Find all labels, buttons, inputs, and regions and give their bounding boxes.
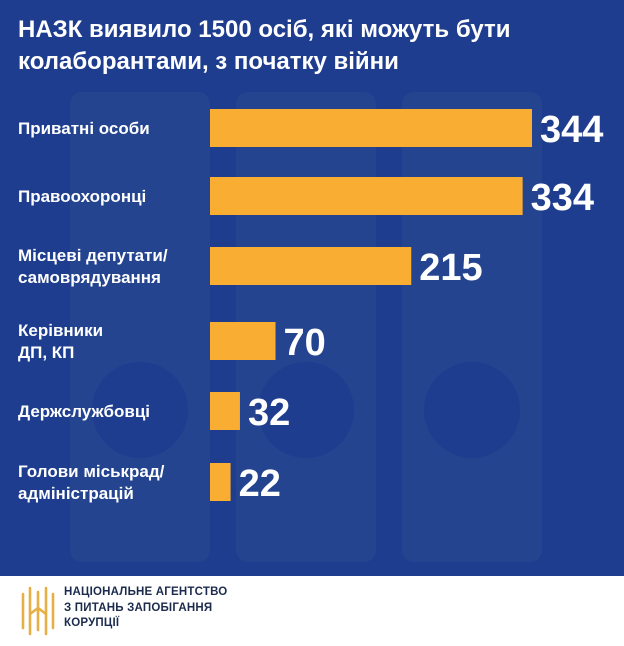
nazk-logo-icon — [21, 586, 55, 636]
category-label-4: Керівники ДП, КП — [18, 321, 103, 362]
chart-title: НАЗК виявило 1500 осіб, які можуть бути … — [18, 16, 511, 75]
category-label-6: Голови міськрад/адміністрацій — [18, 462, 165, 503]
value-label-4: 70 — [284, 322, 326, 364]
value-label-2: 334 — [531, 177, 594, 219]
bar-3 — [210, 247, 412, 285]
category-label-2-line-1: Правоохоронці — [18, 187, 146, 206]
category-label-6-line-2: адміністрацій — [18, 484, 134, 503]
value-label-5: 32 — [248, 392, 290, 434]
value-label-6: 22 — [239, 463, 281, 505]
category-label-5-line-1: Держслужбовці — [18, 402, 150, 421]
background-figure-1 — [70, 92, 210, 562]
background-head-1 — [92, 362, 188, 458]
category-label-3: Місцеві депутати/самоврядування — [18, 246, 168, 287]
background-head-2 — [258, 362, 354, 458]
category-label-1-line-1: Приватні особи — [18, 119, 150, 138]
bar-2 — [210, 177, 523, 215]
bar-4 — [210, 322, 276, 360]
organization-name: НАЦІОНАЛЬНЕ АГЕНТСТВО З ПИТАНЬ ЗАПОБІГАН… — [64, 586, 228, 629]
value-label-1: 344 — [540, 109, 603, 151]
value-label-3: 215 — [419, 247, 482, 289]
bar-6 — [210, 463, 231, 501]
category-label-3-line-2: самоврядування — [18, 268, 161, 287]
category-label-4-line-2: ДП, КП — [18, 343, 74, 362]
bar-chart: 344 Приватні особи 334 Правоохоронці 215 Місц… — [18, 109, 603, 505]
category-label-3-line-1: Місцеві депутати/ — [18, 246, 168, 265]
footer: НАЦІОНАЛЬНЕ АГЕНТСТВО З ПИТАНЬ ЗАПОБІГАН… — [0, 576, 624, 646]
background-head-3 — [424, 362, 520, 458]
category-label-2: Правоохоронці — [18, 187, 146, 206]
category-label-1: Приватні особи — [18, 119, 150, 138]
infographic-card: НАЗК виявило 1500 осіб, які можуть бути … — [0, 0, 624, 576]
category-label-5: Держслужбовці — [18, 402, 150, 421]
category-label-6-line-1: Голови міськрад/ — [18, 462, 165, 481]
bar-5 — [210, 392, 240, 430]
category-label-4-line-1: Керівники — [18, 321, 103, 340]
bar-1 — [210, 109, 532, 147]
